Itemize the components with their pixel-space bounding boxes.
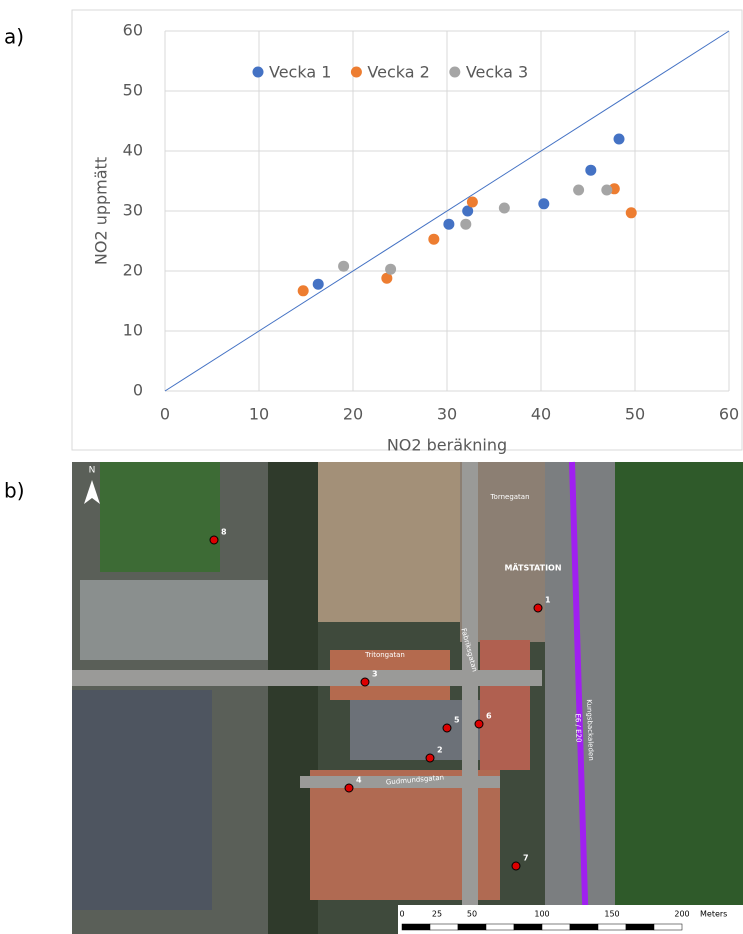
site-label: 1 bbox=[545, 596, 551, 605]
scale-bar bbox=[626, 924, 654, 930]
scatter-point bbox=[460, 219, 471, 230]
scale-label: 0 bbox=[399, 910, 404, 919]
scale-bar bbox=[486, 924, 514, 930]
scale-bar bbox=[654, 924, 682, 930]
site-marker bbox=[426, 754, 434, 762]
scale-unit: Meters bbox=[700, 910, 727, 919]
site-label: 7 bbox=[523, 854, 529, 863]
scale-bar bbox=[430, 924, 458, 930]
y-tick-label: 20 bbox=[123, 261, 143, 280]
x-tick-label: 60 bbox=[719, 405, 739, 424]
site-marker bbox=[210, 536, 218, 544]
page: a) b) 01020304050600102030405060NO2 berä… bbox=[0, 0, 743, 934]
site-label: 8 bbox=[221, 528, 227, 537]
y-tick-label: 0 bbox=[133, 381, 143, 400]
y-tick-label: 50 bbox=[123, 81, 143, 100]
scale-label: 25 bbox=[432, 910, 442, 919]
scatter-point bbox=[585, 165, 596, 176]
scatter-point bbox=[601, 185, 612, 196]
site-label: 4 bbox=[356, 776, 362, 785]
street-label: E6 / E20 bbox=[573, 713, 582, 742]
panel-label: b) bbox=[4, 479, 25, 503]
scatter-point bbox=[298, 285, 309, 296]
scale-bar bbox=[598, 924, 626, 930]
street-label: Tritongatan bbox=[364, 651, 405, 659]
site-marker bbox=[345, 784, 353, 792]
site-label: 3 bbox=[372, 670, 378, 679]
site-marker bbox=[534, 604, 542, 612]
north-label: N bbox=[89, 466, 96, 476]
x-tick-label: 50 bbox=[625, 405, 645, 424]
scale-bar bbox=[514, 924, 542, 930]
scale-bar bbox=[458, 924, 486, 930]
scale-label: 200 bbox=[674, 910, 689, 919]
scatter-point bbox=[626, 207, 637, 218]
x-tick-label: 20 bbox=[343, 405, 363, 424]
x-axis-title: NO2 beräkning bbox=[387, 436, 507, 455]
scale-label: 50 bbox=[467, 910, 477, 919]
legend-marker bbox=[449, 67, 460, 78]
site-label: 2 bbox=[437, 746, 443, 755]
scatter-point bbox=[443, 219, 454, 230]
site-label: 6 bbox=[486, 712, 492, 721]
figure: a) b) 01020304050600102030405060NO2 berä… bbox=[0, 0, 743, 934]
legend-marker bbox=[253, 67, 264, 78]
x-tick-label: 40 bbox=[531, 405, 551, 424]
legend-label: Vecka 1 bbox=[269, 63, 331, 82]
site-label: 5 bbox=[454, 716, 460, 725]
scatter-point bbox=[538, 198, 549, 209]
x-tick-label: 30 bbox=[437, 405, 457, 424]
site-marker bbox=[361, 678, 369, 686]
legend-label: Vecka 2 bbox=[367, 63, 429, 82]
scatter-point bbox=[338, 261, 349, 272]
scatter-point bbox=[467, 197, 478, 208]
scatter-point bbox=[385, 264, 396, 275]
street-label: Tornegatan bbox=[489, 493, 529, 501]
scale-bar bbox=[570, 924, 598, 930]
x-tick-label: 0 bbox=[160, 405, 170, 424]
scale-bar bbox=[542, 924, 570, 930]
legend-marker bbox=[351, 67, 362, 78]
y-tick-label: 40 bbox=[123, 141, 143, 160]
scatter-point bbox=[313, 279, 324, 290]
scatter-point bbox=[614, 134, 625, 145]
scale-bar bbox=[402, 924, 430, 930]
scatter-point bbox=[499, 203, 510, 214]
legend-label: Vecka 3 bbox=[466, 63, 528, 82]
scatter-point bbox=[428, 234, 439, 245]
y-tick-label: 30 bbox=[123, 201, 143, 220]
scale-label: 100 bbox=[534, 910, 549, 919]
x-tick-label: 10 bbox=[249, 405, 269, 424]
site-marker bbox=[475, 720, 483, 728]
scale-label: 150 bbox=[604, 910, 619, 919]
y-tick-label: 60 bbox=[123, 21, 143, 40]
scatter-point bbox=[573, 185, 584, 196]
panel-label: a) bbox=[4, 25, 24, 49]
site-marker bbox=[512, 862, 520, 870]
y-axis-title: NO2 uppmätt bbox=[92, 157, 111, 265]
site-marker bbox=[443, 724, 451, 732]
street-label: MÄTSTATION bbox=[504, 563, 561, 573]
y-tick-label: 10 bbox=[123, 321, 143, 340]
